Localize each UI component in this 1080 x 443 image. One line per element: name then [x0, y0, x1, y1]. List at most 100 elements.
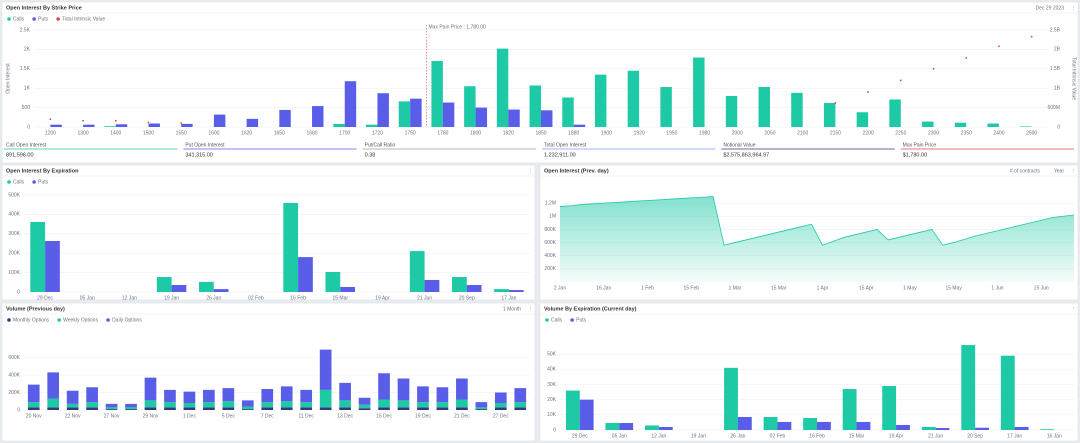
panel-title: Open Interest By Expiration — [6, 168, 79, 174]
panel-title: Open Interest By Strike Price — [6, 5, 82, 11]
dropdown[interactable]: 1 Month — [503, 306, 521, 312]
bar — [627, 70, 640, 127]
x-tick-label: 29 Nov — [143, 413, 159, 419]
x-tick-label: 2500 — [1026, 130, 1037, 136]
legend-swatch — [570, 318, 574, 322]
dropdown[interactable]: Year — [1054, 168, 1064, 174]
y-tick-label: 200K — [8, 251, 20, 257]
x-tick-label: 21 Jun — [928, 433, 943, 439]
bar — [279, 109, 291, 127]
x-tick-label: 19 Apr — [889, 433, 904, 439]
bar — [921, 426, 936, 430]
x-tick-label: 1620 — [241, 130, 252, 136]
x-tick-label: 1800 — [470, 130, 481, 136]
bar — [737, 416, 752, 430]
legend-label[interactable]: Puts — [38, 16, 49, 22]
x-tick-label: 16 Jan — [596, 285, 611, 291]
y-tick-label: 0 — [17, 407, 20, 413]
stat-label: Put Open Interest — [185, 142, 225, 148]
x-tick-label: 2400 — [993, 130, 1004, 136]
x-tick-label: 22 Nov — [65, 413, 81, 419]
menu-icon[interactable]: ⋮ — [1071, 306, 1076, 312]
legend-label[interactable]: Puts — [38, 179, 49, 185]
x-tick-label: 11 Dec — [298, 413, 314, 419]
bar — [312, 106, 324, 127]
stacked-bar — [475, 407, 488, 410]
x-tick-label: 20 Sep — [967, 433, 983, 439]
y-axis-label: Open Interest — [5, 63, 11, 94]
stacked-bar — [105, 409, 118, 410]
bar — [148, 123, 160, 127]
stacked-bar — [47, 398, 60, 408]
x-tick-label: 20 Sep — [459, 295, 475, 301]
area-line — [559, 196, 1075, 246]
dropdown[interactable]: # of contracts — [1010, 168, 1041, 174]
y-tick-label: 1.5K — [20, 66, 31, 72]
bar — [1020, 126, 1032, 127]
stacked-bar — [417, 386, 429, 403]
bar — [50, 124, 62, 127]
legend-label[interactable]: Total Intrinsic Value — [62, 16, 105, 22]
bar — [856, 112, 869, 127]
y-tick-label: 400K — [8, 372, 20, 378]
x-tick-label: 1400 — [110, 130, 121, 136]
menu-icon[interactable]: ⋮ — [528, 168, 533, 174]
stacked-bar — [339, 407, 351, 410]
dropdown[interactable]: Dec 29 2023 — [1036, 5, 1065, 11]
stacked-bar — [261, 402, 274, 408]
legend-label[interactable]: Puts — [576, 317, 587, 323]
legend-label[interactable]: Weekly Options — [63, 317, 98, 323]
legend-label[interactable]: Calls — [551, 317, 563, 323]
bar — [763, 416, 778, 430]
bar — [466, 285, 482, 292]
bar — [856, 421, 871, 430]
bar — [562, 97, 574, 127]
x-tick-label: 1750 — [405, 130, 416, 136]
x-tick-label: 05 Jan — [612, 433, 627, 439]
x-tick-label: 16 Feb — [809, 433, 825, 439]
bar — [935, 428, 950, 430]
y-tick-label: 1.2M — [545, 200, 556, 206]
x-tick-label: 15 Mar — [849, 433, 865, 439]
x-tick-label: 29 Dec — [572, 433, 588, 439]
menu-icon[interactable]: ⋮ — [528, 306, 533, 312]
bar — [758, 87, 770, 127]
intrinsic-dot — [965, 57, 968, 59]
y2-tick-label: 1.5B — [1050, 66, 1061, 72]
bar — [724, 367, 738, 430]
x-tick-label: 15 Apr — [859, 285, 874, 291]
panel — [539, 302, 1079, 442]
stacked-bar — [27, 407, 40, 410]
stacked-bar — [475, 409, 488, 410]
stat-label: Notional Value — [723, 142, 755, 148]
bar — [494, 289, 509, 292]
y-tick-label: 2K — [24, 47, 31, 53]
bar — [325, 272, 341, 292]
stacked-bar — [397, 400, 410, 408]
bar — [579, 399, 594, 430]
legend-label[interactable]: Calls — [13, 179, 25, 185]
legend-label[interactable]: Calls — [13, 16, 25, 22]
y-tick-label: 500 — [22, 105, 31, 111]
bar — [823, 102, 836, 127]
y2-tick-label: 2.5B — [1050, 27, 1061, 33]
menu-icon[interactable]: ⋮ — [1071, 5, 1076, 11]
x-tick-label: 1 Feb — [641, 285, 654, 291]
legend-label[interactable]: Monthly Options — [13, 317, 50, 323]
bar — [115, 124, 128, 127]
stacked-bar — [144, 377, 157, 401]
x-tick-label: 16 Feb — [290, 295, 306, 301]
legend-label[interactable]: Daily Options — [112, 317, 142, 323]
menu-icon[interactable]: ⋮ — [1071, 168, 1076, 174]
bar — [156, 277, 172, 292]
stacked-bar — [66, 390, 79, 404]
x-tick-label: 26 Jan — [206, 295, 221, 301]
bar — [475, 107, 488, 127]
x-tick-label: 13 Dec — [337, 413, 353, 419]
stacked-bar — [436, 407, 449, 410]
bar — [45, 240, 60, 292]
panel-title: Volume By Expiration (Current day) — [544, 306, 637, 312]
bar — [922, 121, 934, 127]
stacked-bar — [378, 407, 390, 410]
x-tick-label: 1600 — [208, 130, 219, 136]
